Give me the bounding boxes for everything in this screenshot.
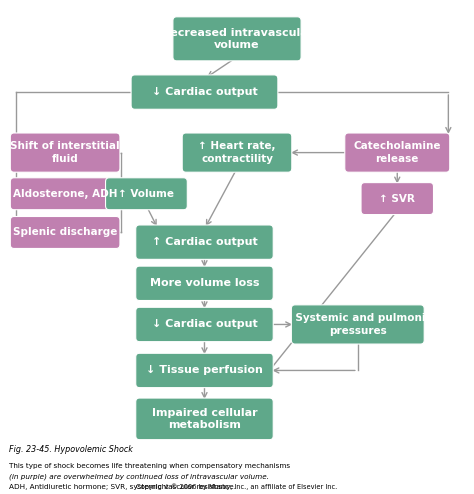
Text: ↓ Cardiac output: ↓ Cardiac output xyxy=(152,320,257,329)
FancyBboxPatch shape xyxy=(136,307,273,342)
Text: Impaired cellular
metabolism: Impaired cellular metabolism xyxy=(152,408,257,430)
Text: ↓ Systemic and pulmonic
pressures: ↓ Systemic and pulmonic pressures xyxy=(283,313,432,335)
Text: This type of shock becomes life threatening when compensatory mechanisms: This type of shock becomes life threaten… xyxy=(9,463,293,469)
Text: More volume loss: More volume loss xyxy=(150,278,259,288)
Text: Shift of interstitial
fluid: Shift of interstitial fluid xyxy=(10,141,120,164)
Text: ↑ Cardiac output: ↑ Cardiac output xyxy=(152,237,257,247)
Text: (in purple) are overwhelmed by continued loss of intravascular volume.: (in purple) are overwhelmed by continued… xyxy=(9,474,269,480)
FancyBboxPatch shape xyxy=(136,398,273,440)
FancyBboxPatch shape xyxy=(182,133,292,172)
FancyBboxPatch shape xyxy=(292,305,424,344)
Text: Catecholamine
release: Catecholamine release xyxy=(354,141,441,164)
Text: ↑ Heart rate,
contractility: ↑ Heart rate, contractility xyxy=(198,141,276,164)
Text: Splenic discharge: Splenic discharge xyxy=(13,227,118,238)
FancyBboxPatch shape xyxy=(10,216,120,248)
FancyBboxPatch shape xyxy=(345,133,450,172)
Text: Decreased intravascular
volume: Decreased intravascular volume xyxy=(161,28,313,50)
Text: ↓ Tissue perfusion: ↓ Tissue perfusion xyxy=(146,366,263,375)
FancyBboxPatch shape xyxy=(136,225,273,259)
Text: Aldosterone, ADH: Aldosterone, ADH xyxy=(13,189,118,199)
FancyBboxPatch shape xyxy=(361,183,434,214)
FancyBboxPatch shape xyxy=(10,133,120,172)
FancyBboxPatch shape xyxy=(131,75,278,109)
Text: Fig. 23-45. Hypovolemic Shock: Fig. 23-45. Hypovolemic Shock xyxy=(9,445,133,453)
FancyBboxPatch shape xyxy=(136,353,273,388)
FancyBboxPatch shape xyxy=(136,266,273,300)
Text: ↑ Volume: ↑ Volume xyxy=(118,189,174,199)
Text: ADH, Antidiuretic hormone; SVR, systemic vascular resistance.: ADH, Antidiuretic hormone; SVR, systemic… xyxy=(9,484,237,490)
FancyBboxPatch shape xyxy=(173,17,301,61)
Text: Copyright © 2006 by Mosby, Inc., an affiliate of Elsevier Inc.: Copyright © 2006 by Mosby, Inc., an affi… xyxy=(137,483,337,490)
FancyBboxPatch shape xyxy=(106,178,187,210)
Text: ↓ Cardiac output: ↓ Cardiac output xyxy=(152,87,257,97)
Text: ↑ SVR: ↑ SVR xyxy=(379,194,415,204)
FancyBboxPatch shape xyxy=(10,178,120,210)
